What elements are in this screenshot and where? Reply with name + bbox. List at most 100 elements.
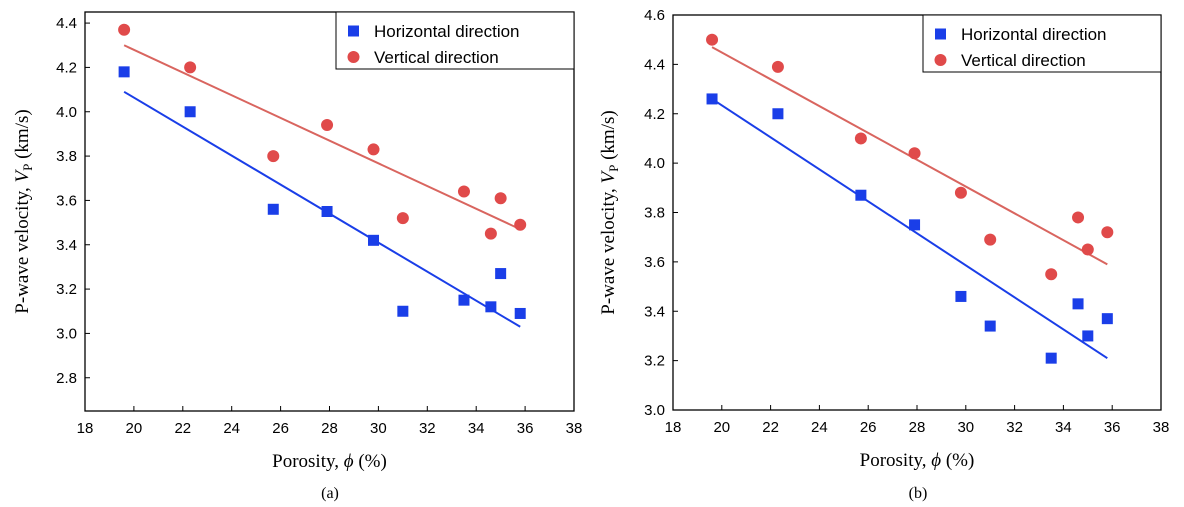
x-tick-label: 22 [762,419,779,436]
horizontal-data-point [855,189,867,201]
x-tick-label: 26 [860,419,877,436]
chart-panel-a: 18 20 22 24 26 28 30 32 34 36 38 2.8 3.0 3.2 3.4 3.6 3.8… [12,11,583,502]
y-tick-label: 3.2 [644,353,665,370]
legend-label-vertical: Vertical direction [961,51,1086,70]
legend-circle-marker [347,51,360,63]
y-tick-label: 3.0 [56,325,77,342]
y-tick-label: 3.0 [644,402,665,419]
x-tick-label: 26 [272,420,289,437]
x-tick-label: 28 [321,420,338,437]
vertical-data-point [984,233,997,246]
x-tick-label: 20 [713,419,730,436]
horizontal-data-point [118,66,130,78]
legend-square-marker [348,25,359,37]
legend-label-horizontal: Horizontal direction [961,25,1107,44]
y-tick-label: 3.6 [644,254,665,271]
horizontal-data-point [909,219,921,231]
x-tick-label: 18 [77,420,94,437]
x-tick-label: 22 [174,420,191,437]
x-tick-label: 36 [1104,419,1121,436]
vertical-data-point [457,185,470,198]
vertical-data-point [1081,243,1094,256]
horizontal-data-point [368,234,380,246]
vertical-data-point [267,150,280,163]
x-tick-label: 30 [370,420,387,437]
x-tick-label: 24 [223,420,240,437]
x-axis-label: Porosity, ϕ (%) [272,451,387,472]
y-tick-label: 4.2 [644,106,665,123]
panel-caption: (b) [909,485,928,502]
vertical-data-point [1045,268,1058,281]
x-tick-label: 32 [1006,419,1023,436]
vertical-data-point [321,119,334,132]
vertical-data-point [514,218,527,231]
legend-box [922,14,1162,73]
x-axis-label: Porosity, ϕ (%) [860,450,975,471]
vertical-data-point [706,33,719,46]
vertical-data-point [771,60,784,73]
chart-panel-b: 18 20 22 24 26 28 30 32 34 36 38 3.0 3.2 3.4 3.6 3.8 4.0… [598,7,1169,502]
vertical-data-point [396,212,409,225]
vertical-data-point [1101,226,1114,239]
x-tick-label: 28 [909,419,926,436]
y-tick-label: 2.8 [56,370,77,387]
y-tick-label: 4.4 [56,15,77,32]
y-tick-label: 3.4 [644,303,665,320]
y-tick-label: 4.0 [644,155,665,172]
y-tick-label: 3.6 [56,192,77,209]
horizontal-data-point [984,320,996,332]
horizontal-data-point [955,290,967,302]
legend-label-horizontal: Horizontal direction [374,22,520,41]
x-tick-label: 32 [419,420,436,437]
horizontal-data-point [495,268,507,280]
vertical-data-point [184,61,197,74]
horizontal-data-point [1082,330,1094,342]
vertical-data-point [954,186,967,199]
horizontal-data-point [485,301,497,313]
y-tick-label: 4.0 [56,104,77,121]
x-tick-label: 38 [566,420,583,437]
legend-label-vertical: Vertical direction [374,48,499,67]
vertical-data-point [854,132,867,145]
horizontal-data-point [458,294,470,306]
horizontal-data-point [1101,313,1113,325]
vertical-data-point [367,143,380,156]
legend: Horizontal direction Vertical direction [335,11,575,70]
horizontal-data-point [184,106,196,118]
horizontal-data-point [706,93,718,105]
legend-circle-marker [934,54,947,66]
x-tick-label: 38 [1153,419,1170,436]
x-tick-label: 34 [1055,419,1072,436]
y-tick-label: 3.2 [56,281,77,298]
x-tick-label: 20 [126,420,143,437]
x-tick-label: 36 [517,420,534,437]
horizontal-data-point [267,203,279,215]
legend-square-marker [935,28,946,40]
y-tick-label: 3.8 [56,148,77,165]
y-tick-label: 3.8 [644,205,665,222]
horizontal-data-point [1045,352,1057,364]
x-tick-label: 34 [468,420,485,437]
horizontal-data-point [1072,298,1084,310]
x-tick-label: 30 [957,419,974,436]
x-tick-label: 24 [811,419,828,436]
legend: Horizontal direction Vertical direction [922,14,1162,73]
vertical-data-point [494,192,507,205]
vertical-data-point [1072,211,1085,224]
y-axis-label: P-wave velocity, VP (km/s) [598,110,621,314]
vertical-data-point [118,23,131,36]
vertical-fit-line [123,44,521,231]
x-tick-label: 18 [665,419,682,436]
y-tick-label: 4.2 [56,59,77,76]
vertical-data-point [484,227,497,240]
y-tick-label: 4.6 [644,7,665,24]
panel-caption: (a) [321,485,339,502]
y-tick-label: 3.4 [56,237,77,254]
horizontal-data-point [772,108,784,120]
horizontal-data-point [514,307,526,319]
y-tick-label: 4.4 [644,56,665,73]
y-axis-label: P-wave velocity, VP (km/s) [12,109,35,313]
vertical-data-point [908,147,921,160]
horizontal-data-point [321,206,333,217]
